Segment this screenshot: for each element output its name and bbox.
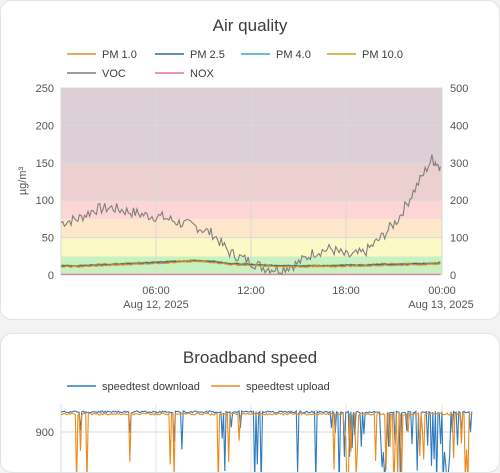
air-quality-title: Air quality	[212, 16, 288, 35]
legend-label-pm-4-0: PM 4.0	[276, 49, 311, 61]
air-quality-chart[interactable]: PM 1.0 PM 2.5 PM 4.0 PM 10.0 VOC NOX 0 50 100 150…	[1, 1, 500, 320]
broadband-title: Broadband speed	[182, 348, 318, 367]
y-left-tick-label: 0	[48, 270, 54, 282]
legend-label-pm-2-5: PM 2.5	[190, 49, 225, 61]
x-date-label: Aug 12, 2025	[123, 299, 188, 311]
series-line-pm-1-0	[60, 260, 441, 268]
y-left-tick-label: 150	[36, 158, 54, 170]
x-tick-label: 18:00	[332, 285, 360, 297]
x-tick-label: 12:00	[237, 285, 265, 297]
y-right-tick-label: 500	[450, 83, 468, 95]
legend-label-speedtest-upload: speedtest upload	[246, 381, 330, 393]
broadband-card: Broadband speed speedtest download speedt…	[0, 333, 500, 473]
air-quality-card: Air quality PM 1.0 PM 2.5 PM 4.0 PM 10.0 VOC…	[0, 0, 500, 320]
y-right-tick-label: 200	[450, 195, 468, 207]
y-left-tick-label: 250	[36, 83, 54, 95]
x-tick-label: 00:00	[428, 285, 456, 297]
legend-label-pm-10-0: PM 10.0	[362, 49, 403, 61]
y-axis-label: µg/m³	[17, 166, 29, 195]
series-line-speedtest-download	[60, 409, 473, 472]
legend-label-voc: VOC	[102, 68, 126, 80]
y-right-tick-label: 400	[450, 120, 468, 132]
y-left-tick-label: 200	[36, 120, 54, 132]
x-date-label: Aug 13, 2025	[408, 299, 473, 311]
y-left-tick-label: 100	[36, 195, 54, 207]
series-line-voc	[60, 154, 441, 276]
legend-label-nox: NOX	[190, 68, 215, 80]
y-right-tick-label: 0	[450, 270, 456, 282]
y-tick-label: 900	[36, 427, 54, 439]
x-tick-label: 06:00	[142, 285, 170, 297]
series-line-speedtest-upload	[60, 411, 472, 472]
legend-label-pm-1-0: PM 1.0	[102, 49, 137, 61]
y-left-tick-label: 50	[42, 233, 54, 245]
broadband-chart[interactable]: speedtest download speedtest upload 900	[1, 334, 500, 473]
y-right-tick-label: 300	[450, 158, 468, 170]
y-right-tick-label: 100	[450, 233, 468, 245]
legend-label-speedtest-download: speedtest download	[102, 381, 200, 393]
